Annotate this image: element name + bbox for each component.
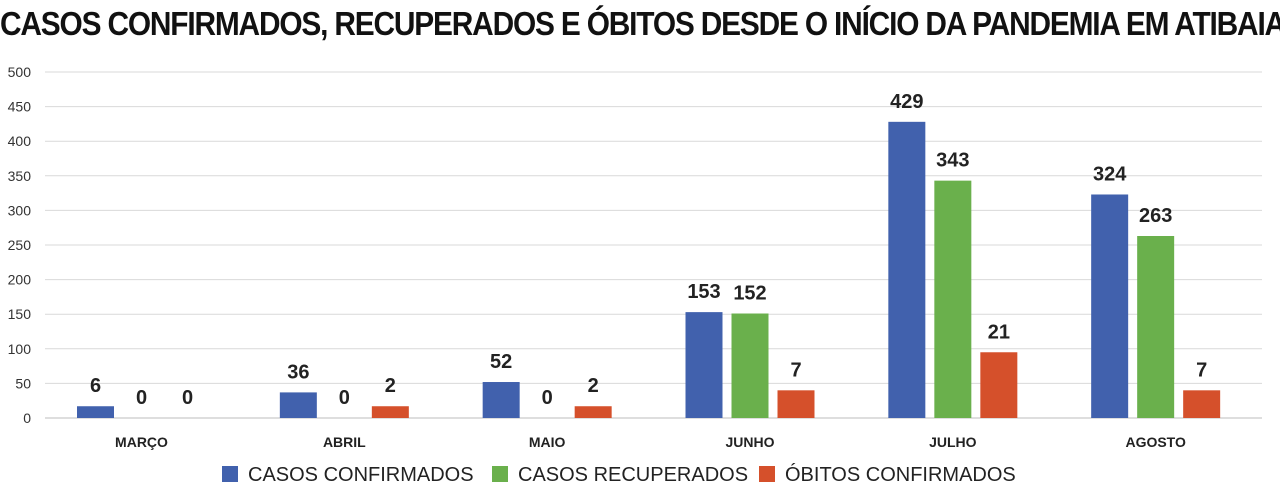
y-tick-label: 0 <box>23 410 31 426</box>
data-label: 7 <box>1196 359 1207 381</box>
data-label: 21 <box>988 321 1010 343</box>
x-category-label: MAIO <box>529 434 566 450</box>
legend-swatch <box>222 466 238 482</box>
y-tick-label: 100 <box>8 341 32 357</box>
bar <box>279 392 317 418</box>
data-label: 343 <box>936 150 969 172</box>
data-label: 52 <box>490 351 512 373</box>
data-label: 0 <box>339 387 350 409</box>
data-label: 324 <box>1093 163 1127 185</box>
bar <box>574 406 612 418</box>
data-label: 0 <box>542 387 553 409</box>
data-label: 152 <box>733 283 766 305</box>
gridlines <box>45 71 1262 419</box>
y-tick-label: 350 <box>8 168 32 184</box>
legend: CASOS CONFIRMADOS CASOS RECUPERADOS ÓBITOS… <box>222 463 1016 486</box>
data-label: 429 <box>890 91 923 113</box>
bar <box>1183 390 1221 418</box>
y-tick-label: 200 <box>8 272 32 288</box>
data-label: 2 <box>385 375 396 397</box>
bar <box>77 406 114 418</box>
x-category-label: MARÇO <box>115 434 168 450</box>
bar <box>934 180 972 418</box>
bar <box>482 382 520 418</box>
bars <box>77 121 1221 418</box>
chart-title: CASOS CONFIRMADOS, RECUPERADOS E ÓBITOS … <box>0 5 1280 42</box>
x-category-label: ABRIL <box>323 434 366 450</box>
data-label: 7 <box>790 359 801 381</box>
data-label: 36 <box>287 361 309 383</box>
bar <box>1091 194 1129 418</box>
y-tick-label: 450 <box>8 99 32 115</box>
data-label: 153 <box>687 281 720 303</box>
x-category-label: JUNHO <box>725 434 774 450</box>
y-axis-ticks: 0 50 100 150 200 250 300 350 400 450 500 <box>8 64 32 426</box>
bar <box>1137 236 1175 418</box>
y-tick-label: 250 <box>8 237 32 253</box>
y-tick-label: 50 <box>15 375 31 391</box>
bar <box>980 352 1018 418</box>
legend-label: ÓBITOS CONFIRMADOS <box>785 463 1016 486</box>
y-tick-label: 300 <box>8 202 32 218</box>
y-tick-label: 500 <box>8 64 32 80</box>
x-axis-categories: MARÇO ABRIL MAIO JUNHO JULHO AGOSTO <box>115 434 1186 450</box>
x-category-label: AGOSTO <box>1125 434 1186 450</box>
bar <box>888 121 926 418</box>
data-label: 0 <box>136 387 147 409</box>
bar <box>685 312 723 418</box>
data-label: 6 <box>90 375 101 397</box>
legend-label: CASOS CONFIRMADOS <box>248 464 474 486</box>
bar <box>371 406 409 418</box>
data-label: 2 <box>588 375 599 397</box>
legend-swatch <box>759 466 775 482</box>
data-labels: 6 0 0 36 0 2 52 0 2 153 152 7 429 343 21 324 263 7 <box>90 91 1207 409</box>
bar <box>731 313 769 418</box>
x-category-label: JULHO <box>929 434 977 450</box>
bar <box>777 390 815 418</box>
legend-swatch <box>492 466 508 482</box>
legend-label: CASOS RECUPERADOS <box>518 464 748 486</box>
data-label: 263 <box>1139 205 1172 227</box>
y-tick-label: 150 <box>8 306 32 322</box>
y-tick-label: 400 <box>8 133 32 149</box>
data-label: 0 <box>182 387 193 409</box>
